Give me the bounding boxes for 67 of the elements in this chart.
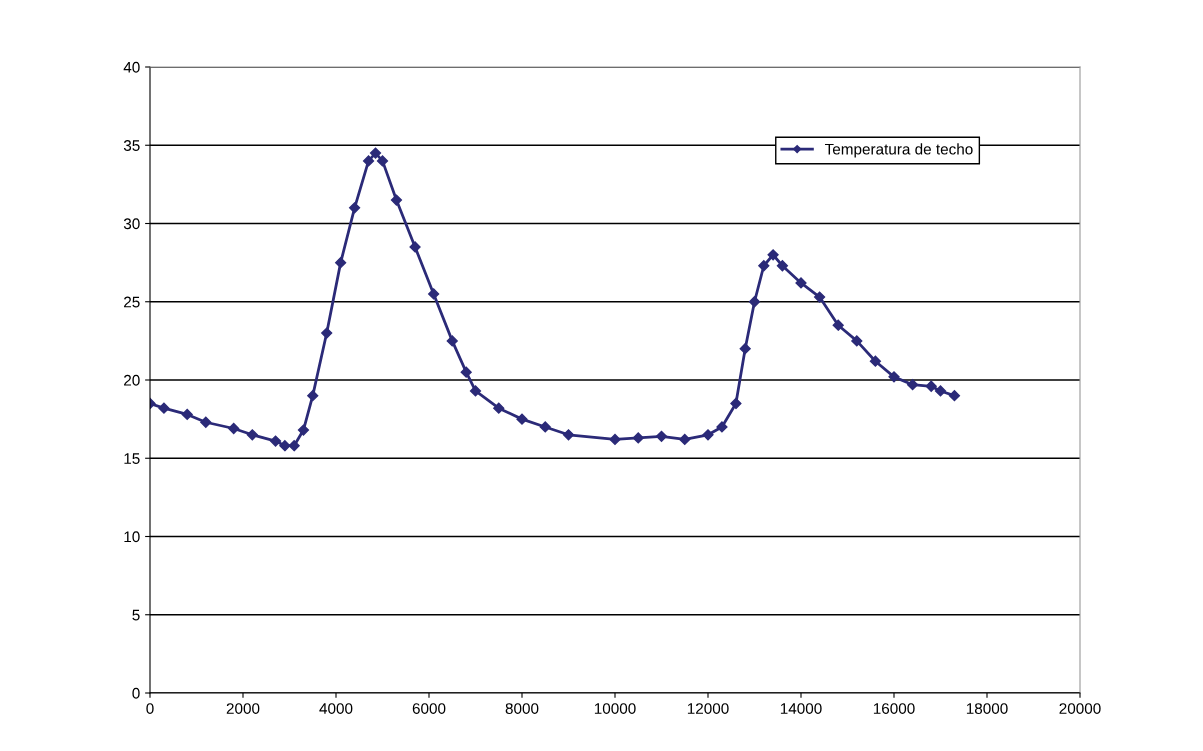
x-tick-label: 6000: [412, 703, 446, 714]
y-tick-label: 15: [124, 453, 140, 464]
x-tick-label: 16000: [873, 703, 915, 714]
point: [851, 335, 863, 347]
point: [181, 408, 193, 421]
y-tick-label: 40: [123, 61, 140, 73]
point: [428, 288, 440, 300]
x-tick-label: 12000: [687, 703, 729, 714]
point: [832, 319, 844, 331]
point: [748, 296, 761, 308]
y-tick-label: 5: [132, 609, 140, 621]
point: [279, 440, 291, 452]
point: [335, 257, 347, 269]
point: [269, 435, 282, 447]
point: [758, 260, 770, 272]
point: [767, 249, 779, 261]
point: [609, 433, 621, 446]
y-tick-label: 0: [132, 687, 140, 699]
point: [716, 421, 728, 433]
point: [869, 355, 882, 367]
point: [362, 155, 375, 167]
point: [813, 291, 826, 303]
point: [776, 260, 789, 272]
point: [297, 424, 310, 436]
x-tick-label: 4000: [319, 703, 353, 714]
point: [702, 429, 714, 441]
point: [730, 397, 742, 410]
point: [679, 433, 691, 446]
point: [228, 422, 240, 435]
point: [288, 440, 300, 452]
point: [516, 413, 528, 425]
point: [348, 202, 361, 214]
point: [460, 366, 472, 378]
y-tick-label: 25: [124, 296, 140, 308]
point: [888, 371, 900, 383]
point: [493, 402, 505, 414]
y-tick-label: 20: [124, 374, 140, 386]
point: [925, 380, 937, 392]
x-tick-label: 20000: [1059, 703, 1101, 714]
y-tick-label: 35: [123, 140, 140, 151]
x-tick-label: 2000: [226, 703, 260, 714]
legend-label: Temperatura de techo: [824, 143, 973, 158]
x-tick-label: 14000: [780, 703, 822, 714]
point: [307, 390, 319, 402]
point: [369, 147, 382, 159]
x-tick-label: 0: [146, 703, 154, 714]
point: [632, 432, 644, 444]
point: [469, 385, 482, 397]
point: [390, 194, 403, 206]
point: [562, 429, 575, 441]
point: [739, 343, 751, 355]
point: [321, 327, 333, 339]
point: [246, 429, 258, 441]
point: [539, 421, 551, 433]
point: [934, 385, 947, 397]
point: [376, 155, 389, 167]
x-tick-label: 18000: [966, 703, 1008, 714]
point: [655, 430, 668, 442]
x-tick-label: 10000: [594, 703, 636, 714]
point: [948, 390, 961, 402]
y-tick-label: 10: [124, 531, 140, 543]
point: [158, 402, 170, 414]
point: [906, 379, 919, 391]
point: [200, 416, 212, 428]
x-tick-label: 8000: [505, 703, 539, 714]
y-tick-label: 30: [123, 218, 140, 230]
point: [446, 335, 458, 347]
